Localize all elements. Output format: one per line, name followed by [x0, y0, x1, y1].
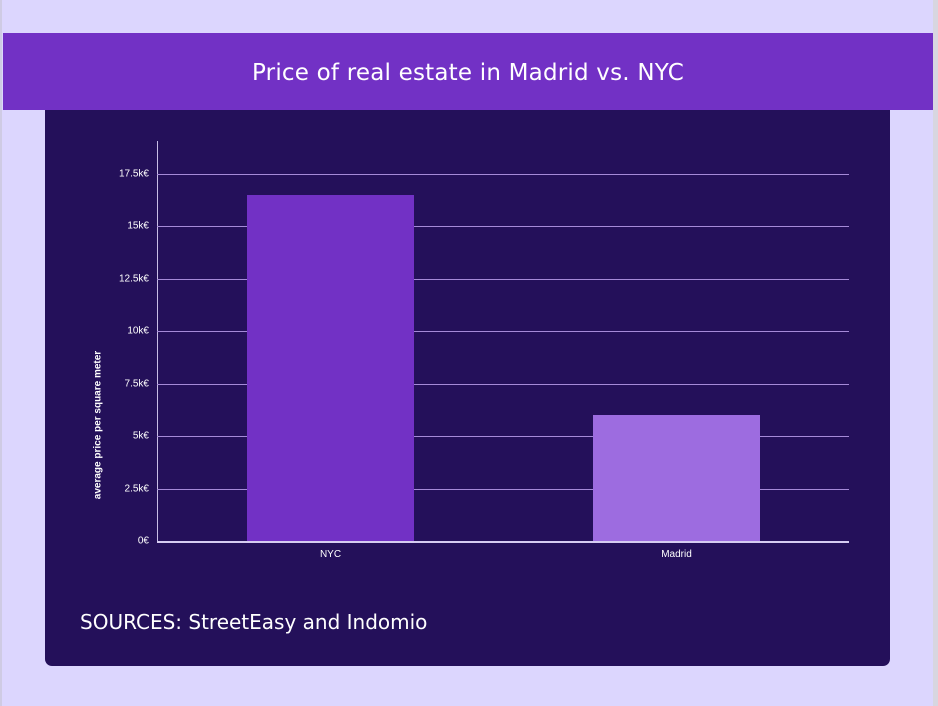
y-tick-label: 17.5k€	[118, 168, 149, 179]
y-tick-label: 10k€	[127, 325, 149, 337]
y-axis-line	[157, 141, 158, 541]
y-axis-label: average price per square meter	[92, 350, 104, 500]
gridline	[157, 331, 849, 332]
gridline	[157, 174, 849, 175]
y-tick-label: 0€	[137, 535, 149, 547]
gridline	[157, 226, 849, 227]
y-tick-label: 2.5k€	[124, 483, 149, 494]
bar-madrid	[593, 415, 760, 541]
bar-nyc	[247, 194, 414, 541]
x-tick-label-madrid: Madrid	[661, 549, 692, 560]
gridline	[157, 279, 849, 280]
page-edge-left	[0, 0, 2, 706]
y-tick-label: 7.5k€	[124, 378, 149, 389]
page-edge-right	[933, 0, 938, 706]
y-tick-label: 12.5k€	[118, 273, 149, 284]
chart-panel: average price per square meter 0€ 2.5k€ 5k…	[45, 110, 890, 666]
y-tick-label: 15k€	[127, 220, 149, 232]
title-banner: Price of real estate in Madrid vs. NYC	[3, 33, 933, 110]
x-tick-label-nyc: NYC	[319, 549, 342, 560]
sources-note: SOURCES: StreetEasy and Indomio	[80, 610, 428, 634]
y-tick-label: 5k€	[132, 430, 149, 442]
chart-title: Price of real estate in Madrid vs. NYC	[252, 59, 684, 86]
x-axis-line	[157, 541, 849, 543]
gridline	[157, 384, 849, 385]
gridline	[157, 436, 849, 437]
gridline	[157, 489, 849, 490]
bar-chart: average price per square meter 0€ 2.5k€ 5k…	[45, 110, 890, 580]
